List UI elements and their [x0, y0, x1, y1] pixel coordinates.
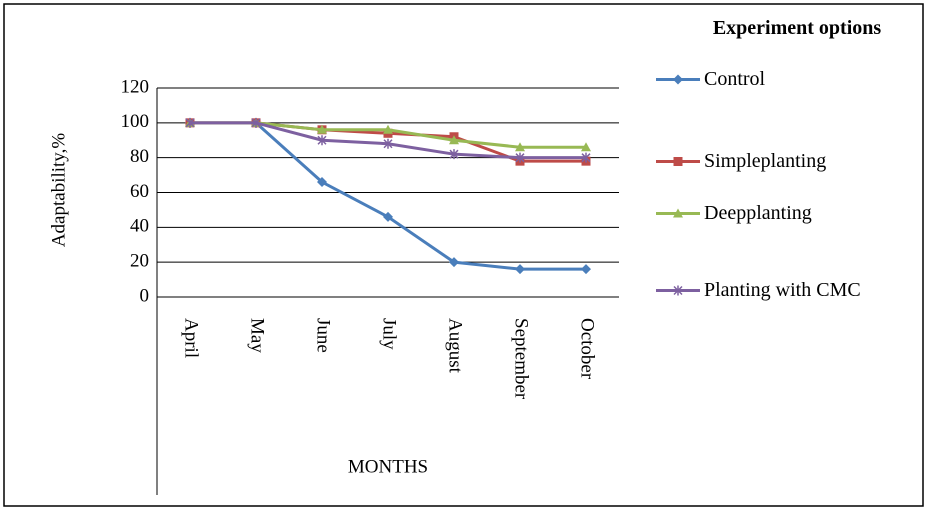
marker [581, 142, 591, 152]
marker [383, 138, 393, 149]
legend-swatch [656, 285, 700, 296]
marker [581, 264, 591, 275]
marker [317, 177, 327, 188]
legend-title: Experiment options [712, 17, 882, 39]
y-tick-label: 20 [130, 251, 149, 272]
marker [383, 211, 393, 222]
marker [515, 264, 525, 275]
legend-item: Deepplanting [652, 200, 922, 227]
marker [515, 142, 525, 152]
marker [449, 257, 459, 268]
y-tick-label: 120 [121, 76, 150, 97]
x-tick-label: April [181, 318, 202, 358]
marker [673, 157, 683, 166]
x-tick-label: July [379, 318, 400, 350]
x-tick-label: September [511, 318, 532, 400]
legend-item: Control [652, 66, 922, 93]
legend-swatch [656, 208, 700, 218]
legend-item: Planting with CMC [652, 277, 922, 304]
y-tick-label: 40 [130, 216, 149, 237]
marker [317, 124, 327, 134]
marker [449, 135, 459, 145]
legend-label: Deepplanting [704, 202, 812, 224]
marker [515, 152, 525, 163]
marker [317, 135, 327, 146]
marker [449, 149, 459, 160]
legend-item: Simpleplanting [652, 148, 922, 175]
marker [383, 124, 393, 134]
x-tick-label: May [247, 318, 268, 353]
legend-swatch [656, 157, 700, 166]
marker [673, 285, 683, 296]
marker [581, 152, 591, 163]
x-tick-label: October [577, 318, 598, 380]
marker [185, 117, 195, 128]
x-tick-label: August [445, 318, 466, 374]
y-tick-label: 60 [130, 181, 149, 202]
legend-label: Simpleplanting [704, 150, 827, 172]
marker [673, 208, 683, 218]
x-axis-label: MONTHS [348, 456, 428, 477]
x-tick-label: June [313, 318, 334, 353]
marker [251, 117, 261, 128]
legend-label: Control [704, 68, 766, 90]
y-tick-label: 100 [121, 111, 150, 132]
legend-label: Planting with CMC [704, 279, 861, 301]
y-tick-label: 0 [140, 285, 150, 306]
legend-swatch [656, 74, 700, 85]
marker [673, 74, 683, 85]
chart-frame [3, 3, 924, 507]
y-tick-label: 80 [130, 146, 149, 167]
y-axis-label: Adaptability,% [48, 133, 69, 247]
legend: Experiment options Control Simpleplanting… [652, 14, 922, 304]
